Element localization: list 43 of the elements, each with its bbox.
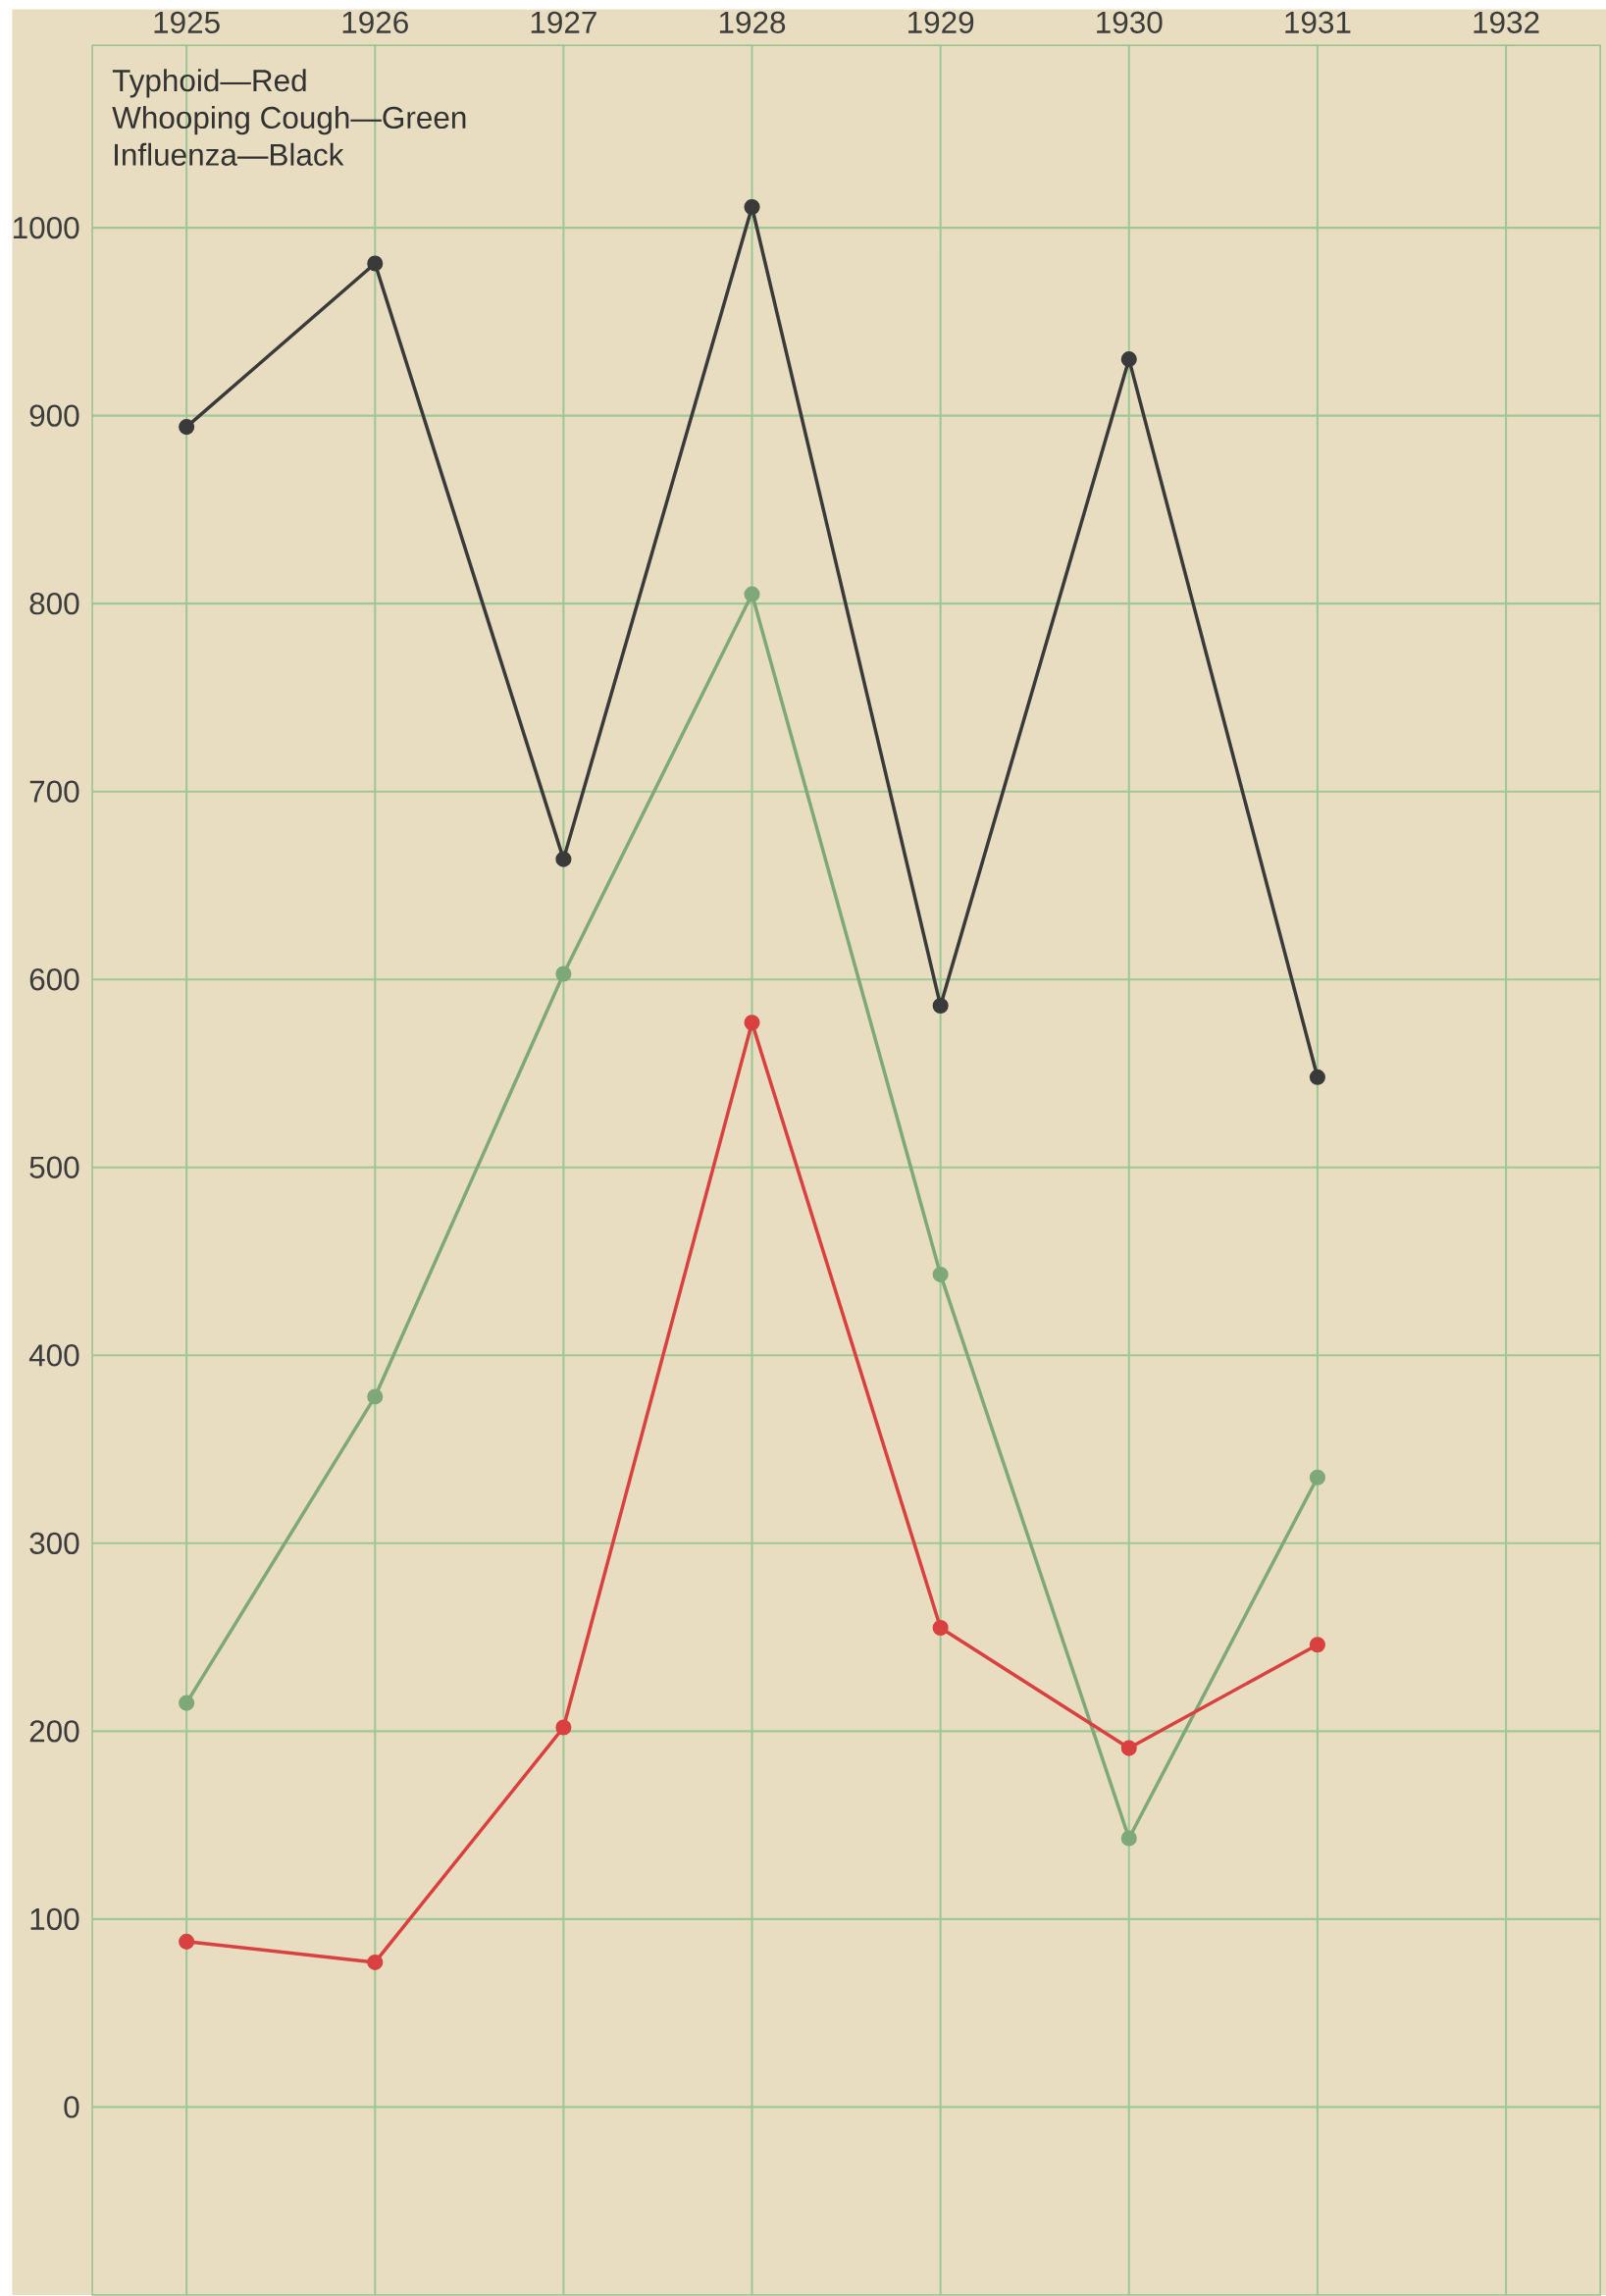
point: [932, 1266, 949, 1282]
y-tick-label: 1000: [14, 216, 79, 239]
point: [1120, 351, 1137, 368]
point: [367, 1954, 384, 1970]
x-tick-label: 1929: [908, 11, 974, 33]
x-tick-label: 1930: [1097, 11, 1163, 33]
y-tick-label: 900: [29, 404, 79, 427]
point: [555, 965, 572, 982]
point: [179, 1933, 195, 1950]
y-tick-label: 400: [28, 1344, 79, 1367]
point: [1309, 1637, 1325, 1653]
y-tick-label: 600: [29, 968, 79, 991]
y-tick-label: 800: [29, 592, 79, 615]
point: [555, 1719, 572, 1736]
point: [1120, 1740, 1137, 1756]
point: [1120, 1830, 1137, 1847]
annotation: Whooping Cough—Green: [112, 105, 466, 135]
point: [555, 851, 572, 867]
x-tick-label: 1931: [1285, 11, 1351, 33]
point: [932, 997, 949, 1015]
point: [744, 198, 760, 216]
point: [367, 1388, 384, 1405]
x-tick-label: 1932: [1474, 11, 1539, 33]
y-tick-label: 100: [30, 1907, 79, 1931]
y-tick-label: 700: [29, 780, 79, 803]
y-tick-label: 200: [29, 1720, 79, 1743]
y-tick-label: 500: [29, 1156, 79, 1178]
point: [1309, 1469, 1325, 1486]
x-tick-label: 1926: [342, 11, 408, 33]
point: [179, 1695, 195, 1711]
x-tick-label: 1925: [154, 11, 220, 33]
y-tick-label: 300: [29, 1532, 79, 1554]
y-tick-label: 0: [64, 2096, 79, 2118]
point: [1309, 1069, 1325, 1085]
x-tick-label: 1928: [719, 11, 786, 33]
annotation: Influenza—Black: [114, 142, 344, 166]
point: [179, 419, 195, 436]
x-tick-label: 1927: [531, 11, 596, 33]
point: [744, 586, 760, 602]
point: [744, 1015, 760, 1031]
point: [367, 255, 384, 272]
point: [932, 1619, 949, 1637]
annotation: Typhoid—Red: [112, 69, 306, 98]
